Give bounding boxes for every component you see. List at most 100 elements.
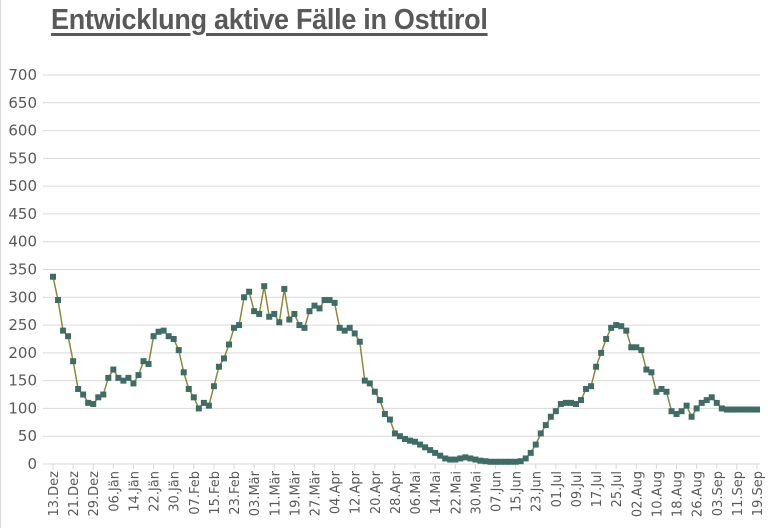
data-point-marker xyxy=(220,355,227,362)
data-point-marker xyxy=(105,374,112,381)
data-point-marker xyxy=(502,458,509,465)
data-point-marker xyxy=(326,297,333,304)
data-point-marker xyxy=(200,399,207,406)
data-point-marker xyxy=(351,330,358,337)
x-tick-label: 30.Mai xyxy=(469,471,484,514)
x-tick-label: 03.Sep xyxy=(711,471,726,516)
data-point-marker xyxy=(487,458,494,465)
x-tick-label: 15.Jun xyxy=(510,471,525,512)
data-point-marker xyxy=(517,458,524,465)
data-point-marker xyxy=(542,422,549,429)
data-point-marker xyxy=(95,394,102,401)
data-point-marker xyxy=(341,327,348,334)
data-point-marker xyxy=(391,430,398,437)
data-point-marker xyxy=(65,333,72,340)
data-point-marker xyxy=(150,333,157,340)
x-tick-label: 06.Jän xyxy=(107,471,122,512)
data-point-marker xyxy=(754,406,760,413)
data-point-marker xyxy=(356,338,363,345)
data-point-marker xyxy=(462,454,469,461)
data-point-marker xyxy=(437,452,444,459)
y-tick-label: 250 xyxy=(8,316,37,334)
x-tick-label: 11.Mär xyxy=(268,470,283,516)
data-point-marker xyxy=(276,319,283,326)
data-point-marker xyxy=(608,324,615,331)
x-tick-label: 07.Feb xyxy=(188,471,203,515)
data-point-marker xyxy=(145,360,152,367)
data-point-marker xyxy=(417,441,424,448)
series-active-cases xyxy=(50,273,760,465)
data-point-marker xyxy=(386,416,393,423)
data-point-marker xyxy=(623,327,630,334)
data-point-marker xyxy=(366,380,373,387)
x-tick-label: 17.Jul xyxy=(590,471,605,507)
data-point-marker xyxy=(231,324,238,331)
x-tick-label: 21.Dez xyxy=(67,471,82,517)
data-point-marker xyxy=(331,299,338,306)
data-point-marker xyxy=(125,374,132,381)
data-point-marker xyxy=(522,455,529,462)
data-point-marker xyxy=(210,383,217,390)
x-tick-label: 02.Aug xyxy=(630,471,645,517)
x-tick-label: 18.Aug xyxy=(671,471,686,517)
x-tick-label: 22.Jän xyxy=(148,471,163,512)
data-point-marker xyxy=(738,406,745,413)
y-tick-label: 700 xyxy=(8,66,37,84)
data-point-marker xyxy=(251,308,258,315)
data-point-marker xyxy=(361,377,368,384)
x-tick-label: 30.Jän xyxy=(168,471,183,512)
data-point-marker xyxy=(396,433,403,440)
data-point-marker xyxy=(291,310,298,317)
x-tick-label: 03.Mär xyxy=(248,470,263,516)
x-tick-label: 19.Sep xyxy=(751,471,766,516)
data-point-marker xyxy=(467,455,474,462)
data-point-marker xyxy=(376,397,383,404)
y-tick-label: 600 xyxy=(8,122,37,140)
data-point-marker xyxy=(557,400,564,407)
x-tick-label: 14.Mai xyxy=(429,471,444,514)
x-tick-label: 23.Jun xyxy=(530,471,545,512)
data-point-marker xyxy=(336,324,343,331)
data-point-marker xyxy=(613,322,620,329)
data-point-marker xyxy=(306,308,313,315)
data-point-marker xyxy=(658,385,665,392)
x-tick-label: 01.Jul xyxy=(550,471,565,507)
data-point-marker xyxy=(185,385,192,392)
data-point-marker xyxy=(452,456,459,463)
data-point-marker xyxy=(170,335,177,342)
x-tick-label: 23.Feb xyxy=(228,471,243,515)
data-point-marker xyxy=(155,328,162,335)
gridlines xyxy=(43,74,760,465)
data-point-marker xyxy=(668,408,675,415)
data-point-marker xyxy=(321,297,328,304)
data-point-marker xyxy=(562,399,569,406)
data-point-marker xyxy=(497,458,504,465)
data-point-marker xyxy=(165,333,172,340)
x-tick-label: 15.Feb xyxy=(208,471,223,515)
data-point-marker xyxy=(713,399,720,406)
x-tick-label: 07.Jun xyxy=(490,471,505,512)
data-point-marker xyxy=(70,358,77,365)
data-point-marker xyxy=(402,435,408,442)
data-point-marker xyxy=(663,388,670,395)
data-point-marker xyxy=(537,430,544,437)
data-point-marker xyxy=(472,456,479,463)
data-point-marker xyxy=(346,324,353,331)
x-tick-label: 29.Dez xyxy=(87,471,102,517)
data-point-marker xyxy=(683,402,690,409)
data-point-marker xyxy=(447,456,454,463)
data-point-marker xyxy=(512,458,519,465)
x-tick-label: 28.Apr xyxy=(389,470,404,514)
data-point-marker xyxy=(75,385,82,392)
chart-title: Entwicklung aktive Fälle in Osttirol xyxy=(51,4,488,36)
y-tick-label: 400 xyxy=(8,233,37,251)
x-tick-label: 14.Jän xyxy=(127,471,142,512)
data-point-marker xyxy=(246,288,253,295)
data-point-marker xyxy=(80,391,87,398)
y-tick-label: 350 xyxy=(8,261,37,279)
data-point-marker xyxy=(205,402,212,409)
x-tick-label: 27.Mär xyxy=(308,470,323,516)
data-point-marker xyxy=(407,437,414,444)
